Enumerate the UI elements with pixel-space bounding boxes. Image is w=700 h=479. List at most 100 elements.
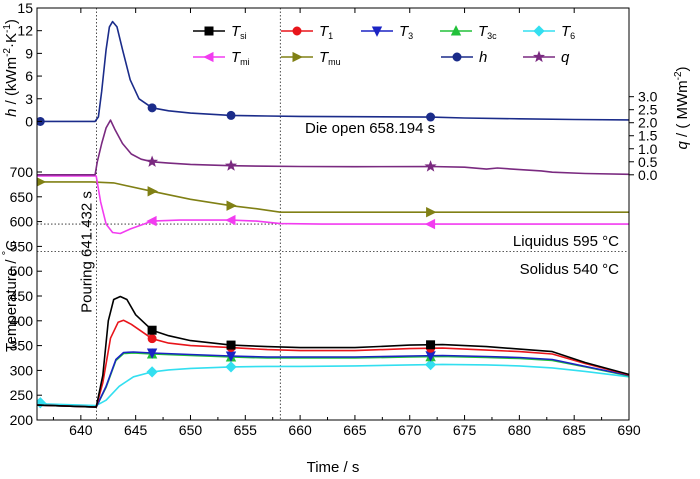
point-T6-2: [225, 361, 237, 373]
h-tick-label-1: 3: [25, 91, 33, 107]
q-tick-label-6: 3.0: [638, 89, 658, 105]
series-group: [37, 20, 629, 409]
q-tick-label-5: 2.5: [638, 102, 658, 118]
series-T3: [37, 348, 629, 408]
x-tick-label-7: 675: [453, 422, 477, 438]
legend-item-T3: T3: [361, 23, 413, 41]
legend-label-Tmu: Tmu: [319, 49, 341, 67]
point-q-0: [146, 155, 159, 167]
series-Tsi: [37, 295, 629, 408]
series-line-Tsi: [37, 295, 629, 408]
point-T6-1: [146, 366, 158, 378]
h-tick-label-2: 6: [25, 68, 33, 84]
series-line-T6: [37, 363, 629, 407]
temp-tick-label-0: 200: [10, 412, 34, 428]
series-line-T1: [37, 319, 629, 408]
ref-label-0: Pouring 641.432 s: [79, 191, 96, 313]
series-h: [37, 20, 629, 126]
point-Tmu-3: [426, 207, 437, 218]
h-tick-label-0: 0: [25, 113, 33, 129]
series-line-q: [37, 119, 629, 176]
legend-item-T3c: T3c: [440, 23, 497, 41]
h-tick-label-3: 9: [25, 45, 33, 61]
legend-label-T3c: T3c: [478, 23, 497, 41]
point-Tmu-0: [37, 177, 47, 187]
h-tick-label-5: 15: [17, 0, 33, 16]
x-tick-label-3: 655: [234, 422, 258, 438]
plot-frame: [36, 7, 630, 421]
legend-item-q: q: [523, 49, 570, 66]
q-axis: 0.00.51.01.52.02.53.0 q / ( MWm-2): [628, 66, 691, 183]
x-tick-label-4: 660: [288, 422, 312, 438]
legend-marker-q: [532, 50, 546, 63]
legend-item-Tsi: Tsi: [193, 23, 247, 41]
legend-marker-Tsi: [204, 26, 214, 36]
point-Tmu-1: [147, 186, 158, 197]
temp-tick-label-10: 700: [10, 164, 34, 180]
legend-label-Tsi: Tsi: [231, 23, 247, 41]
x-axis: 640 645 650 655 660 665 670 675 680 685 690 Time / …: [52, 8, 641, 476]
x-tick-label-0: 640: [69, 422, 93, 438]
x-tick-label-6: 670: [398, 422, 422, 438]
series-T1: [37, 319, 629, 408]
legend-marker-Tmi: [203, 51, 214, 63]
temp-tick-label-1: 250: [10, 387, 34, 403]
legend-item-Tmi: Tmi: [193, 49, 250, 67]
h-tick-label-4: 12: [17, 23, 33, 39]
series-line-Tmi: [37, 175, 629, 235]
legend-marker-Tmu: [292, 51, 303, 63]
point-Tmi-1: [225, 214, 236, 226]
legend-item-Tmu: Tmu: [281, 49, 341, 67]
point-Tsi-2: [426, 340, 436, 350]
h-axis-label: h / (kWm-2·K-1): [2, 19, 20, 117]
legend: Tsi T1 T3 T3c T6 Tmi Tmu h q: [193, 23, 575, 67]
point-h-1: [147, 103, 157, 113]
series-line-T3c: [37, 352, 629, 408]
point-Tsi-1: [226, 340, 236, 350]
point-h-3: [426, 112, 436, 122]
legend-label-q: q: [561, 49, 570, 66]
q-tick-label-2: 1.0: [638, 141, 658, 157]
point-T6-3: [424, 358, 437, 371]
series-T6: [37, 358, 629, 409]
h-axis: 0 3 6 9 12 15 h / (kWm-2·K-1): [2, 0, 42, 129]
point-Tmu-2: [226, 200, 237, 211]
x-tick-label-2: 650: [179, 422, 203, 438]
legend-marker-h: [452, 52, 462, 62]
reference-lines: [37, 8, 629, 420]
temp-tick-label-4: 400: [10, 313, 34, 329]
legend-label-Tmi: Tmi: [231, 49, 250, 67]
point-Tsi-0: [147, 325, 157, 335]
temp-tick-label-2: 300: [10, 362, 34, 378]
x-axis-label: Time / s: [307, 459, 360, 476]
point-Tmi-0: [146, 215, 157, 227]
point-h-2: [226, 110, 236, 120]
reference-labels: Pouring 641.432 s Die open 658.194 s Liqui…: [79, 120, 620, 313]
legend-label-h: h: [479, 49, 487, 66]
series-q: [37, 119, 629, 176]
legend-marker-T6: [533, 25, 545, 37]
temperature-axis: 200 250 300 350 400 450 500 550 600 650 700 Tempera…: [1, 164, 42, 428]
q-axis-label: q / ( MWm-2): [673, 66, 691, 149]
point-T3-0: [146, 348, 158, 359]
x-tick-label-1: 645: [124, 422, 148, 438]
q-tick-label-4: 2.0: [638, 115, 658, 131]
ref-label-1: Die open 658.194 s: [305, 120, 435, 137]
legend-marker-T3c: [450, 25, 462, 36]
point-q-1: [224, 159, 238, 171]
legend-item-T6: T6: [523, 23, 575, 41]
temp-tick-label-8: 600: [10, 214, 34, 230]
ref-label-2: Liquidus 595 °C: [513, 233, 619, 250]
x-tick-label-10: 690: [617, 422, 641, 438]
series-line-T3: [37, 351, 629, 408]
legend-label-T6: T6: [561, 23, 575, 41]
temp-tick-label-9: 650: [10, 189, 34, 205]
x-tick-label-5: 665: [343, 422, 367, 438]
legend-item-T1: T1: [281, 23, 333, 41]
q-tick-label-3: 1.5: [638, 128, 658, 144]
legend-label-T1: T1: [319, 23, 333, 41]
series-Tmu: [37, 177, 629, 218]
temp-tick-label-3: 350: [10, 338, 34, 354]
